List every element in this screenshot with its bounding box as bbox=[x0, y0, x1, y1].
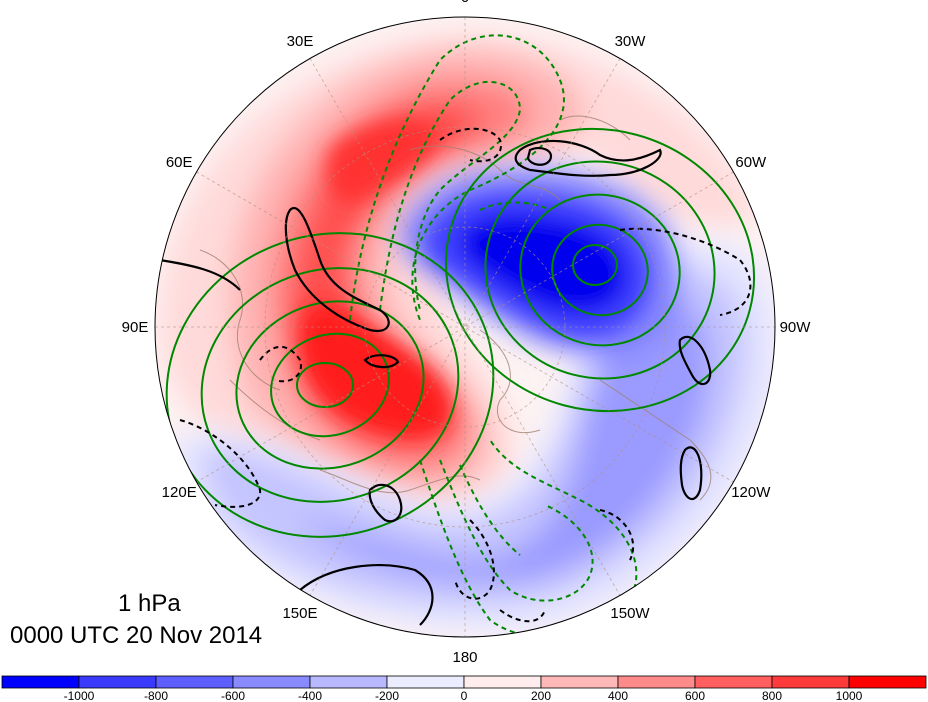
colorbar-tick-label: 0 bbox=[461, 689, 468, 702]
longitude-label: 150W bbox=[610, 605, 650, 622]
black-contours-solid bbox=[159, 139, 712, 626]
longitude-label: 180 bbox=[452, 649, 477, 666]
map-disk bbox=[155, 17, 775, 637]
longitude-label: 90W bbox=[780, 319, 812, 336]
coastlines bbox=[199, 115, 712, 501]
longitude-labels: 0 30W 60W 90W 120W 150W 180 150E 120E 90E 60E 30E bbox=[122, 0, 812, 666]
colorbar-tick-label: 800 bbox=[762, 689, 782, 702]
colorbar-box bbox=[463, 675, 542, 689]
longitude-label: 30W bbox=[615, 33, 647, 50]
colorbar-box bbox=[309, 675, 388, 689]
colorbar-tick-label: 400 bbox=[608, 689, 628, 702]
colorbar-box bbox=[540, 675, 619, 689]
colorbar-tick-label: -1000 bbox=[64, 689, 95, 702]
graticule bbox=[155, 17, 775, 637]
colorbar-box bbox=[771, 675, 850, 689]
longitude-label: 60E bbox=[166, 154, 193, 171]
colorbar-box bbox=[848, 675, 927, 689]
longitude-label: 30E bbox=[287, 33, 314, 50]
longitude-label: 120W bbox=[731, 484, 771, 501]
positive-core bbox=[300, 119, 452, 437]
colorbar-box bbox=[78, 675, 157, 689]
longitude-label: 0 bbox=[461, 0, 469, 6]
colorbar-box bbox=[694, 675, 773, 689]
colorbar-tick-label: 200 bbox=[531, 689, 551, 702]
colorbar-tick-label: -600 bbox=[221, 689, 245, 702]
colorbar-box bbox=[232, 675, 311, 689]
longitude-label: 150E bbox=[282, 605, 317, 622]
colorbar-tick-label: -800 bbox=[144, 689, 168, 702]
black-contours-dashed bbox=[179, 127, 752, 623]
level-label: 1 hPa bbox=[118, 590, 181, 617]
time-label: 0000 UTC 20 Nov 2014 bbox=[10, 622, 263, 649]
longitude-label: 90E bbox=[122, 319, 149, 336]
colorbar-tick-label: -200 bbox=[375, 689, 399, 702]
colorbar: -1000 -800 -600 -400 -200 0 200 400 600 800 1000 bbox=[1, 675, 927, 702]
longitude-label: 120E bbox=[162, 484, 197, 501]
longitude-label: 60W bbox=[735, 154, 767, 171]
colorbar-tick-label: 1000 bbox=[836, 689, 863, 702]
green-contours-dashed bbox=[349, 34, 638, 637]
colorbar-box bbox=[155, 675, 234, 689]
colorbar-tick-labels: -1000 -800 -600 -400 -200 0 200 400 600 800 1000 bbox=[64, 689, 863, 702]
colorbar-tick-label: -400 bbox=[298, 689, 322, 702]
colorbar-tick-label: 600 bbox=[685, 689, 705, 702]
colorbar-box bbox=[1, 675, 80, 689]
map-boundary bbox=[154, 16, 776, 638]
colorbar-boxes bbox=[1, 675, 927, 689]
colorbar-box bbox=[386, 675, 465, 689]
colorbar-box bbox=[617, 675, 696, 689]
